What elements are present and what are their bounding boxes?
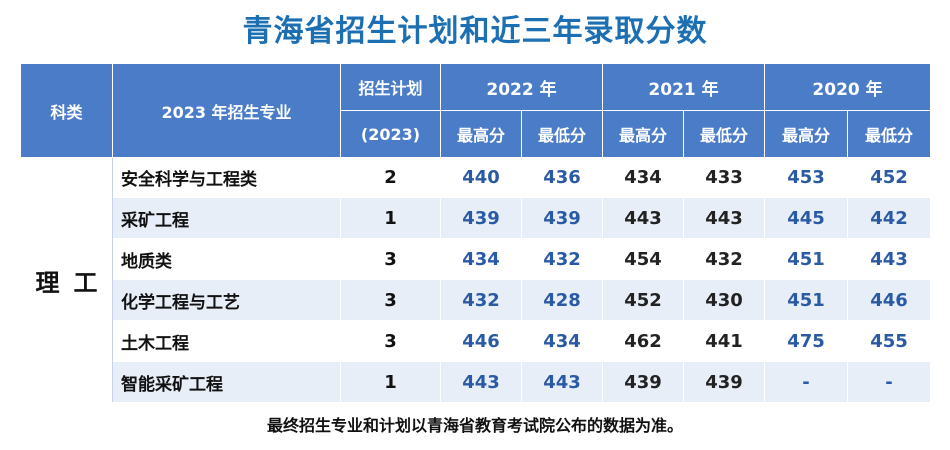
header-min-2021: 最低分 [683,110,766,158]
plan-cell: 1 [340,361,441,403]
score-2021-min: 433 [683,157,766,198]
plan-cell: 3 [340,320,441,362]
major-cell: 安全科学与工程类 [112,157,341,198]
table-row: 地质类 3 434 432 454 432 451 443 [21,238,932,280]
score-2021-max: 454 [602,238,685,280]
plan-cell: 1 [340,197,441,239]
header-max-2021: 最高分 [602,110,685,158]
major-cell: 土木工程 [112,320,341,362]
category-cell: 理工 [20,157,113,403]
score-2020-min: 443 [847,238,932,280]
score-2020-max: 445 [764,197,849,239]
score-2022-max: 443 [440,361,522,403]
score-2022-min: 439 [520,197,604,239]
score-2021-max: 462 [602,320,685,362]
table-row: 理工 安全科学与工程类 2 440 436 434 433 453 452 [20,157,932,403]
score-2020-min: 452 [847,157,932,198]
major-cell: 采矿工程 [112,197,341,239]
major-cell: 地质类 [112,238,341,280]
header-year-2021: 2021 年 [602,63,766,111]
score-2020-min: 455 [847,320,932,362]
score-2021-min: 432 [683,238,766,280]
score-2020-max: 451 [764,238,849,280]
score-2022-min: 436 [520,157,604,198]
score-2022-max: 432 [440,279,522,321]
score-2020-max: 451 [764,279,849,321]
score-2021-max: 452 [602,279,685,321]
score-2021-min: 439 [683,361,766,403]
table-row: 化学工程与工艺 3 432 428 452 430 451 446 [21,279,932,321]
score-2021-max: 443 [602,197,685,239]
score-2020-max: - [764,361,849,403]
score-2022-max: 434 [440,238,522,280]
score-2022-max: 446 [440,320,522,362]
header-major: 2023 年招生专业 [112,63,341,158]
header-year-2022: 2022 年 [439,63,604,111]
header-min-2020: 最低分 [847,110,932,158]
score-2022-max: 439 [440,197,522,239]
major-cell: 智能采矿工程 [112,361,341,403]
major-cell: 化学工程与工艺 [112,279,341,321]
header-category: 科类 [20,63,113,158]
footnote: 最终招生专业和计划以青海省教育考试院公布的数据为准。 [266,416,683,435]
plan-cell: 3 [340,238,441,280]
score-2020-min: 446 [847,279,932,321]
score-2022-min: 434 [520,320,604,362]
header-max-2020: 最高分 [764,110,849,158]
score-2021-min: 441 [683,320,766,362]
header-plan-line1: 招生计划 [340,63,441,111]
table-row: 智能采矿工程 1 443 443 439 439 - - [21,361,932,403]
table-row: 采矿工程 1 439 439 443 443 445 442 [21,197,932,239]
page-title: 青海省招生计划和近三年录取分数 [242,14,708,49]
score-2020-min: 442 [847,197,932,239]
score-2020-min: - [847,361,932,403]
score-2020-max: 475 [764,320,849,362]
plan-cell: 2 [340,157,441,198]
header-plan-line2: (2023) [340,110,441,158]
admission-score-table: 科类 2023 年招生专业 招生计划 2022 年 2021 年 2020 年 … [20,63,932,403]
header-max-2022: 最高分 [440,110,522,158]
score-2022-min: 432 [520,238,604,280]
table-row: 土木工程 3 446 434 462 441 475 455 [21,320,932,362]
score-2021-max: 439 [602,361,685,403]
score-2022-max: 440 [440,157,522,198]
score-2022-min: 428 [520,279,604,321]
score-2022-min: 443 [520,361,604,403]
score-2021-min: 443 [683,197,766,239]
plan-cell: 3 [340,279,441,321]
score-2021-min: 430 [683,279,766,321]
header-year-2020: 2020 年 [764,63,932,111]
score-2020-max: 453 [764,157,849,198]
header-min-2022: 最低分 [520,110,604,158]
score-2021-max: 434 [602,157,685,198]
